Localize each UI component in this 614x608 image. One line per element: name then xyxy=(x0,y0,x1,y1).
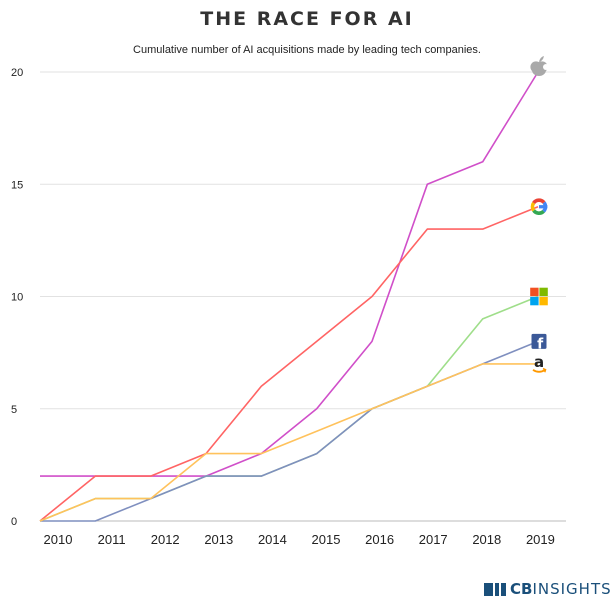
y-tick-label-0: 0 xyxy=(11,516,17,528)
y-axis-ticks: 0 5 10 15 20 xyxy=(11,67,23,528)
x-tick-label-2018: 2018 xyxy=(472,532,501,547)
x-tick-label-2017: 2017 xyxy=(419,532,448,547)
series-line-amazon xyxy=(39,363,538,522)
series-line-apple xyxy=(40,71,539,477)
facebook-icon: f xyxy=(531,333,547,353)
y-tick-label-15: 15 xyxy=(11,179,23,191)
x-tick-label-2012: 2012 xyxy=(151,532,180,547)
cbinsights-logo-icon xyxy=(484,580,506,598)
microsoft-icon xyxy=(530,287,548,306)
cbinsights-logo: CBINSIGHTS xyxy=(484,578,612,600)
x-tick-label-2016: 2016 xyxy=(365,532,394,547)
x-tick-label-2015: 2015 xyxy=(312,532,341,547)
chart-subtitle: Cumulative number of AI acquisitions mad… xyxy=(133,44,481,56)
apple-icon xyxy=(530,56,549,76)
series-lines xyxy=(39,71,539,522)
x-tick-label-2013: 2013 xyxy=(204,532,233,547)
y-tick-label-10: 10 xyxy=(11,292,23,304)
amazon-icon: a xyxy=(532,353,547,373)
chart-title: THE RACE FOR AI xyxy=(200,8,414,30)
x-tick-label-2011: 2011 xyxy=(98,532,126,547)
x-tick-label-2010: 2010 xyxy=(44,532,73,547)
svg-text:a: a xyxy=(534,353,544,371)
cbinsights-logo-text: CBINSIGHTS xyxy=(510,580,612,598)
x-axis-ticks: 2010 2011 2012 2013 2014 2015 2016 2017 2018 2019 xyxy=(44,532,555,547)
y-tick-label-5: 5 xyxy=(11,404,17,416)
x-tick-label-2014: 2014 xyxy=(258,532,287,547)
y-tick-label-20: 20 xyxy=(11,67,23,79)
svg-text:f: f xyxy=(537,337,544,353)
x-tick-label-2019: 2019 xyxy=(526,532,555,547)
series-line-google xyxy=(39,205,539,522)
company-icons: fa xyxy=(530,56,549,373)
grid-lines xyxy=(40,71,566,522)
google-icon xyxy=(530,198,548,215)
